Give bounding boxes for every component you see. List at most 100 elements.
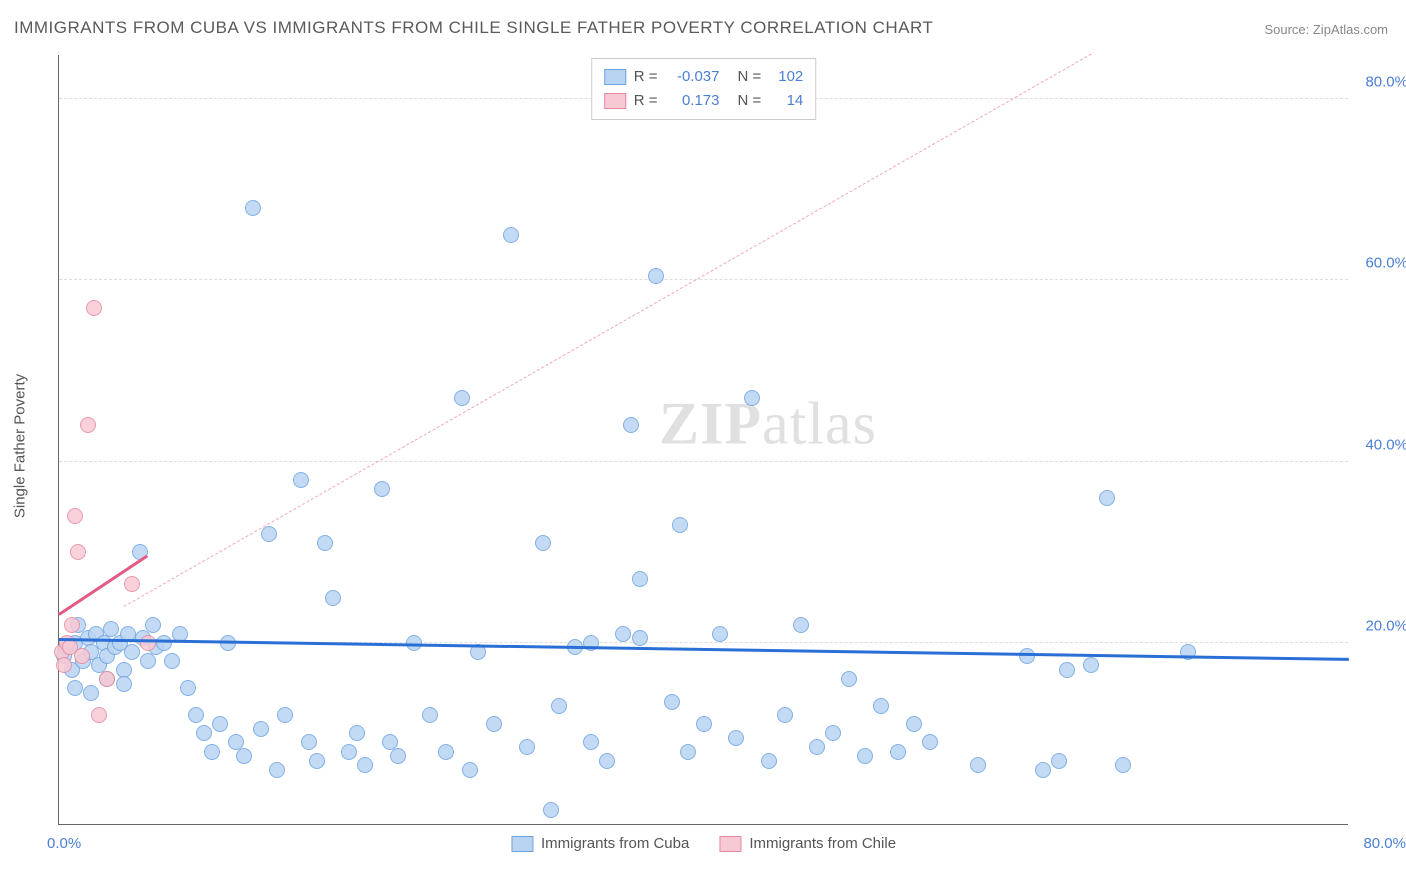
data-point: [145, 617, 161, 633]
data-point: [116, 676, 132, 692]
data-point: [583, 734, 599, 750]
r-label: R =: [634, 89, 658, 113]
data-point: [462, 762, 478, 778]
data-point: [309, 753, 325, 769]
data-point: [67, 508, 83, 524]
data-point: [970, 757, 986, 773]
data-point: [519, 739, 535, 755]
data-point: [317, 535, 333, 551]
data-point: [793, 617, 809, 633]
data-point: [124, 576, 140, 592]
data-point: [906, 716, 922, 732]
data-point: [140, 653, 156, 669]
data-point: [890, 744, 906, 760]
legend-swatch: [604, 93, 626, 109]
data-point: [80, 417, 96, 433]
chart-title: IMMIGRANTS FROM CUBA VS IMMIGRANTS FROM …: [14, 18, 933, 38]
data-point: [744, 390, 760, 406]
data-point: [269, 762, 285, 778]
r-value: 0.173: [666, 89, 720, 113]
watermark: ZIPatlas: [659, 390, 877, 459]
data-point: [56, 657, 72, 673]
legend-row: R =0.173N =14: [604, 89, 804, 113]
data-point: [1083, 657, 1099, 673]
data-point: [91, 707, 107, 723]
n-value: 102: [769, 65, 803, 89]
data-point: [454, 390, 470, 406]
data-point: [86, 300, 102, 316]
data-point: [67, 680, 83, 696]
series-legend-label: Immigrants from Cuba: [541, 835, 689, 852]
data-point: [873, 698, 889, 714]
data-point: [140, 635, 156, 651]
data-point: [124, 644, 140, 660]
data-point: [293, 472, 309, 488]
data-point: [422, 707, 438, 723]
data-point: [164, 653, 180, 669]
data-point: [503, 227, 519, 243]
data-point: [1035, 762, 1051, 778]
data-point: [341, 744, 357, 760]
data-point: [245, 200, 261, 216]
data-point: [486, 716, 502, 732]
data-point: [841, 671, 857, 687]
chart-plot-area: ZIPatlas 20.0%40.0%60.0%80.0%0.0%80.0%R …: [58, 55, 1348, 825]
r-label: R =: [634, 65, 658, 89]
data-point: [672, 517, 688, 533]
correlation-legend: R =-0.037N =102R =0.173N =14: [591, 58, 817, 120]
data-point: [196, 725, 212, 741]
data-point: [696, 716, 712, 732]
legend-swatch: [604, 69, 626, 85]
legend-row: R =-0.037N =102: [604, 65, 804, 89]
series-legend-label: Immigrants from Chile: [749, 835, 896, 852]
data-point: [325, 590, 341, 606]
data-point: [83, 685, 99, 701]
data-point: [236, 748, 252, 764]
data-point: [1051, 753, 1067, 769]
y-axis-label: Single Father Poverty: [12, 374, 29, 518]
data-point: [599, 753, 615, 769]
source-label: Source: ZipAtlas.com: [1264, 22, 1388, 37]
data-point: [438, 744, 454, 760]
data-point: [188, 707, 204, 723]
data-point: [809, 739, 825, 755]
data-point: [1019, 648, 1035, 664]
n-label: N =: [738, 89, 762, 113]
series-legend: Immigrants from Cuba Immigrants from Chil…: [511, 835, 896, 852]
gridline: [59, 279, 1348, 280]
data-point: [277, 707, 293, 723]
data-point: [212, 716, 228, 732]
data-point: [761, 753, 777, 769]
data-point: [777, 707, 793, 723]
data-point: [1059, 662, 1075, 678]
x-tick-left: 0.0%: [47, 835, 81, 852]
data-point: [623, 417, 639, 433]
data-point: [664, 694, 680, 710]
trend-line: [123, 53, 1091, 606]
data-point: [857, 748, 873, 764]
data-point: [632, 630, 648, 646]
data-point: [349, 725, 365, 741]
data-point: [825, 725, 841, 741]
data-point: [261, 526, 277, 542]
gridline: [59, 461, 1348, 462]
data-point: [180, 680, 196, 696]
y-tick-label: 60.0%: [1353, 255, 1406, 272]
data-point: [374, 481, 390, 497]
y-tick-label: 20.0%: [1353, 617, 1406, 634]
data-point: [680, 744, 696, 760]
legend-swatch: [719, 836, 741, 852]
data-point: [70, 544, 86, 560]
series-legend-item: Immigrants from Chile: [719, 835, 896, 852]
legend-swatch: [511, 836, 533, 852]
y-tick-label: 80.0%: [1353, 74, 1406, 91]
data-point: [551, 698, 567, 714]
data-point: [74, 648, 90, 664]
data-point: [1115, 757, 1131, 773]
data-point: [712, 626, 728, 642]
data-point: [615, 626, 631, 642]
n-label: N =: [738, 65, 762, 89]
data-point: [543, 802, 559, 818]
y-tick-label: 40.0%: [1353, 436, 1406, 453]
data-point: [632, 571, 648, 587]
